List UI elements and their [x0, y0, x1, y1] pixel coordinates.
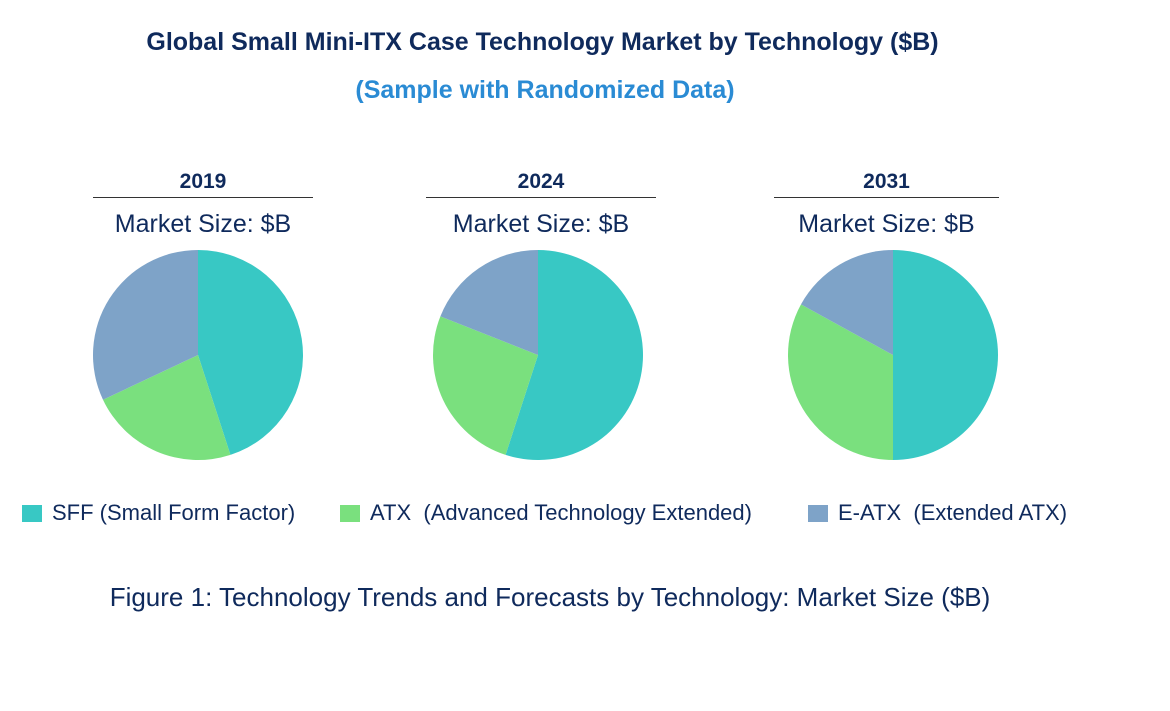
pie-slice-2019-0: [198, 250, 303, 455]
pie-slice-2031-2: [800, 250, 893, 355]
panel-divider: [774, 197, 999, 198]
legend-label: E-ATX (Extended ATX): [838, 500, 1068, 525]
pie-slice-2019-1: [102, 355, 231, 460]
chart-subtitle: (Sample with Randomized Data): [355, 76, 735, 104]
pie-slice-2031-1: [788, 304, 893, 460]
panel-year: 2019: [179, 170, 227, 193]
chart-title: Global Small Mini-ITX Case Technology Ma…: [146, 28, 939, 56]
panel-divider: [426, 197, 656, 198]
panel-2019: 2019 Market Size: $B: [93, 168, 313, 239]
pie-slice-2024-0: [505, 250, 643, 460]
figure-caption: Figure 1: Technology Trends and Forecast…: [109, 582, 991, 612]
panel-year: 2024: [517, 170, 565, 193]
panel-divider: [93, 197, 313, 198]
panel-year: 2031: [863, 170, 910, 193]
pie-slice-2024-1: [433, 316, 538, 455]
legend-label: ATX (Advanced Technology Extended): [370, 500, 752, 525]
panel-2024: 2024 Market Size: $B: [426, 168, 656, 239]
legend-swatch: [340, 504, 360, 522]
legend-item-eatx: E-ATX (Extended ATX): [808, 500, 1067, 526]
legend-item-atx: ATX (Advanced Technology Extended): [340, 500, 752, 526]
panel-market-size: Market Size: $B: [798, 210, 975, 238]
pie-slice-2024-2: [440, 250, 538, 355]
legend-swatch: [808, 504, 828, 522]
legend-label: SFF (Small Form Factor): [52, 500, 296, 525]
panel-2031: 2031 Market Size: $B: [774, 168, 999, 239]
legend-swatch: [22, 504, 42, 522]
legend-item-sff: SFF (Small Form Factor): [22, 500, 295, 526]
pie-slice-2019-2: [92, 250, 198, 400]
panel-market-size: Market Size: $B: [114, 210, 292, 238]
pie-slice-2031-0: [893, 250, 998, 460]
panel-market-size: Market Size: $B: [452, 210, 630, 238]
